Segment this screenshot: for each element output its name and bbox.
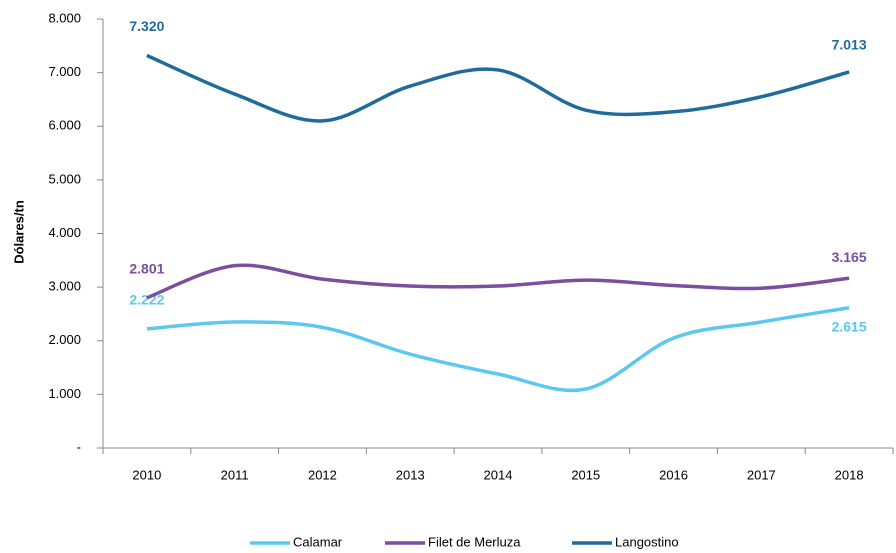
x-tick-label: 2014 [484, 467, 513, 482]
x-tick-label: 2013 [396, 467, 425, 482]
legend-label: Calamar [293, 534, 343, 549]
line-series [146, 53, 850, 123]
y-tick-label: 2.000 [48, 332, 81, 347]
line-series [146, 306, 850, 393]
y-tick-label: 1.000 [48, 386, 81, 401]
y-axis-label: Dólares/tn [11, 200, 26, 264]
x-tick-label: 2011 [221, 467, 249, 482]
x-tick-label: 2018 [835, 467, 864, 482]
y-tick-label: 5.000 [48, 171, 81, 186]
y-tick-label: 4.000 [48, 225, 81, 240]
y-tick-label: 3.000 [48, 279, 81, 294]
x-tick-label: 2017 [747, 467, 776, 482]
x-tick-label: 2016 [659, 467, 688, 482]
y-tick-label: 7.000 [48, 64, 81, 79]
y-tick-label: 6.000 [48, 118, 81, 133]
legend-label: Langostino [615, 534, 679, 549]
value-label: 3.165 [832, 249, 867, 265]
x-tick-label: 2010 [132, 467, 161, 482]
value-label: 7.320 [129, 18, 164, 34]
line-series [146, 263, 850, 300]
x-tick-label: 2012 [308, 467, 337, 482]
value-label: 2.615 [832, 318, 867, 334]
y-tick-label: 8.000 [48, 10, 81, 25]
x-tick-label: 2015 [571, 467, 600, 482]
value-label: 7.013 [832, 37, 867, 53]
legend-label: Filet de Merluza [428, 534, 521, 549]
y-tick-label: - [77, 439, 81, 454]
value-label: 2.801 [129, 260, 164, 276]
